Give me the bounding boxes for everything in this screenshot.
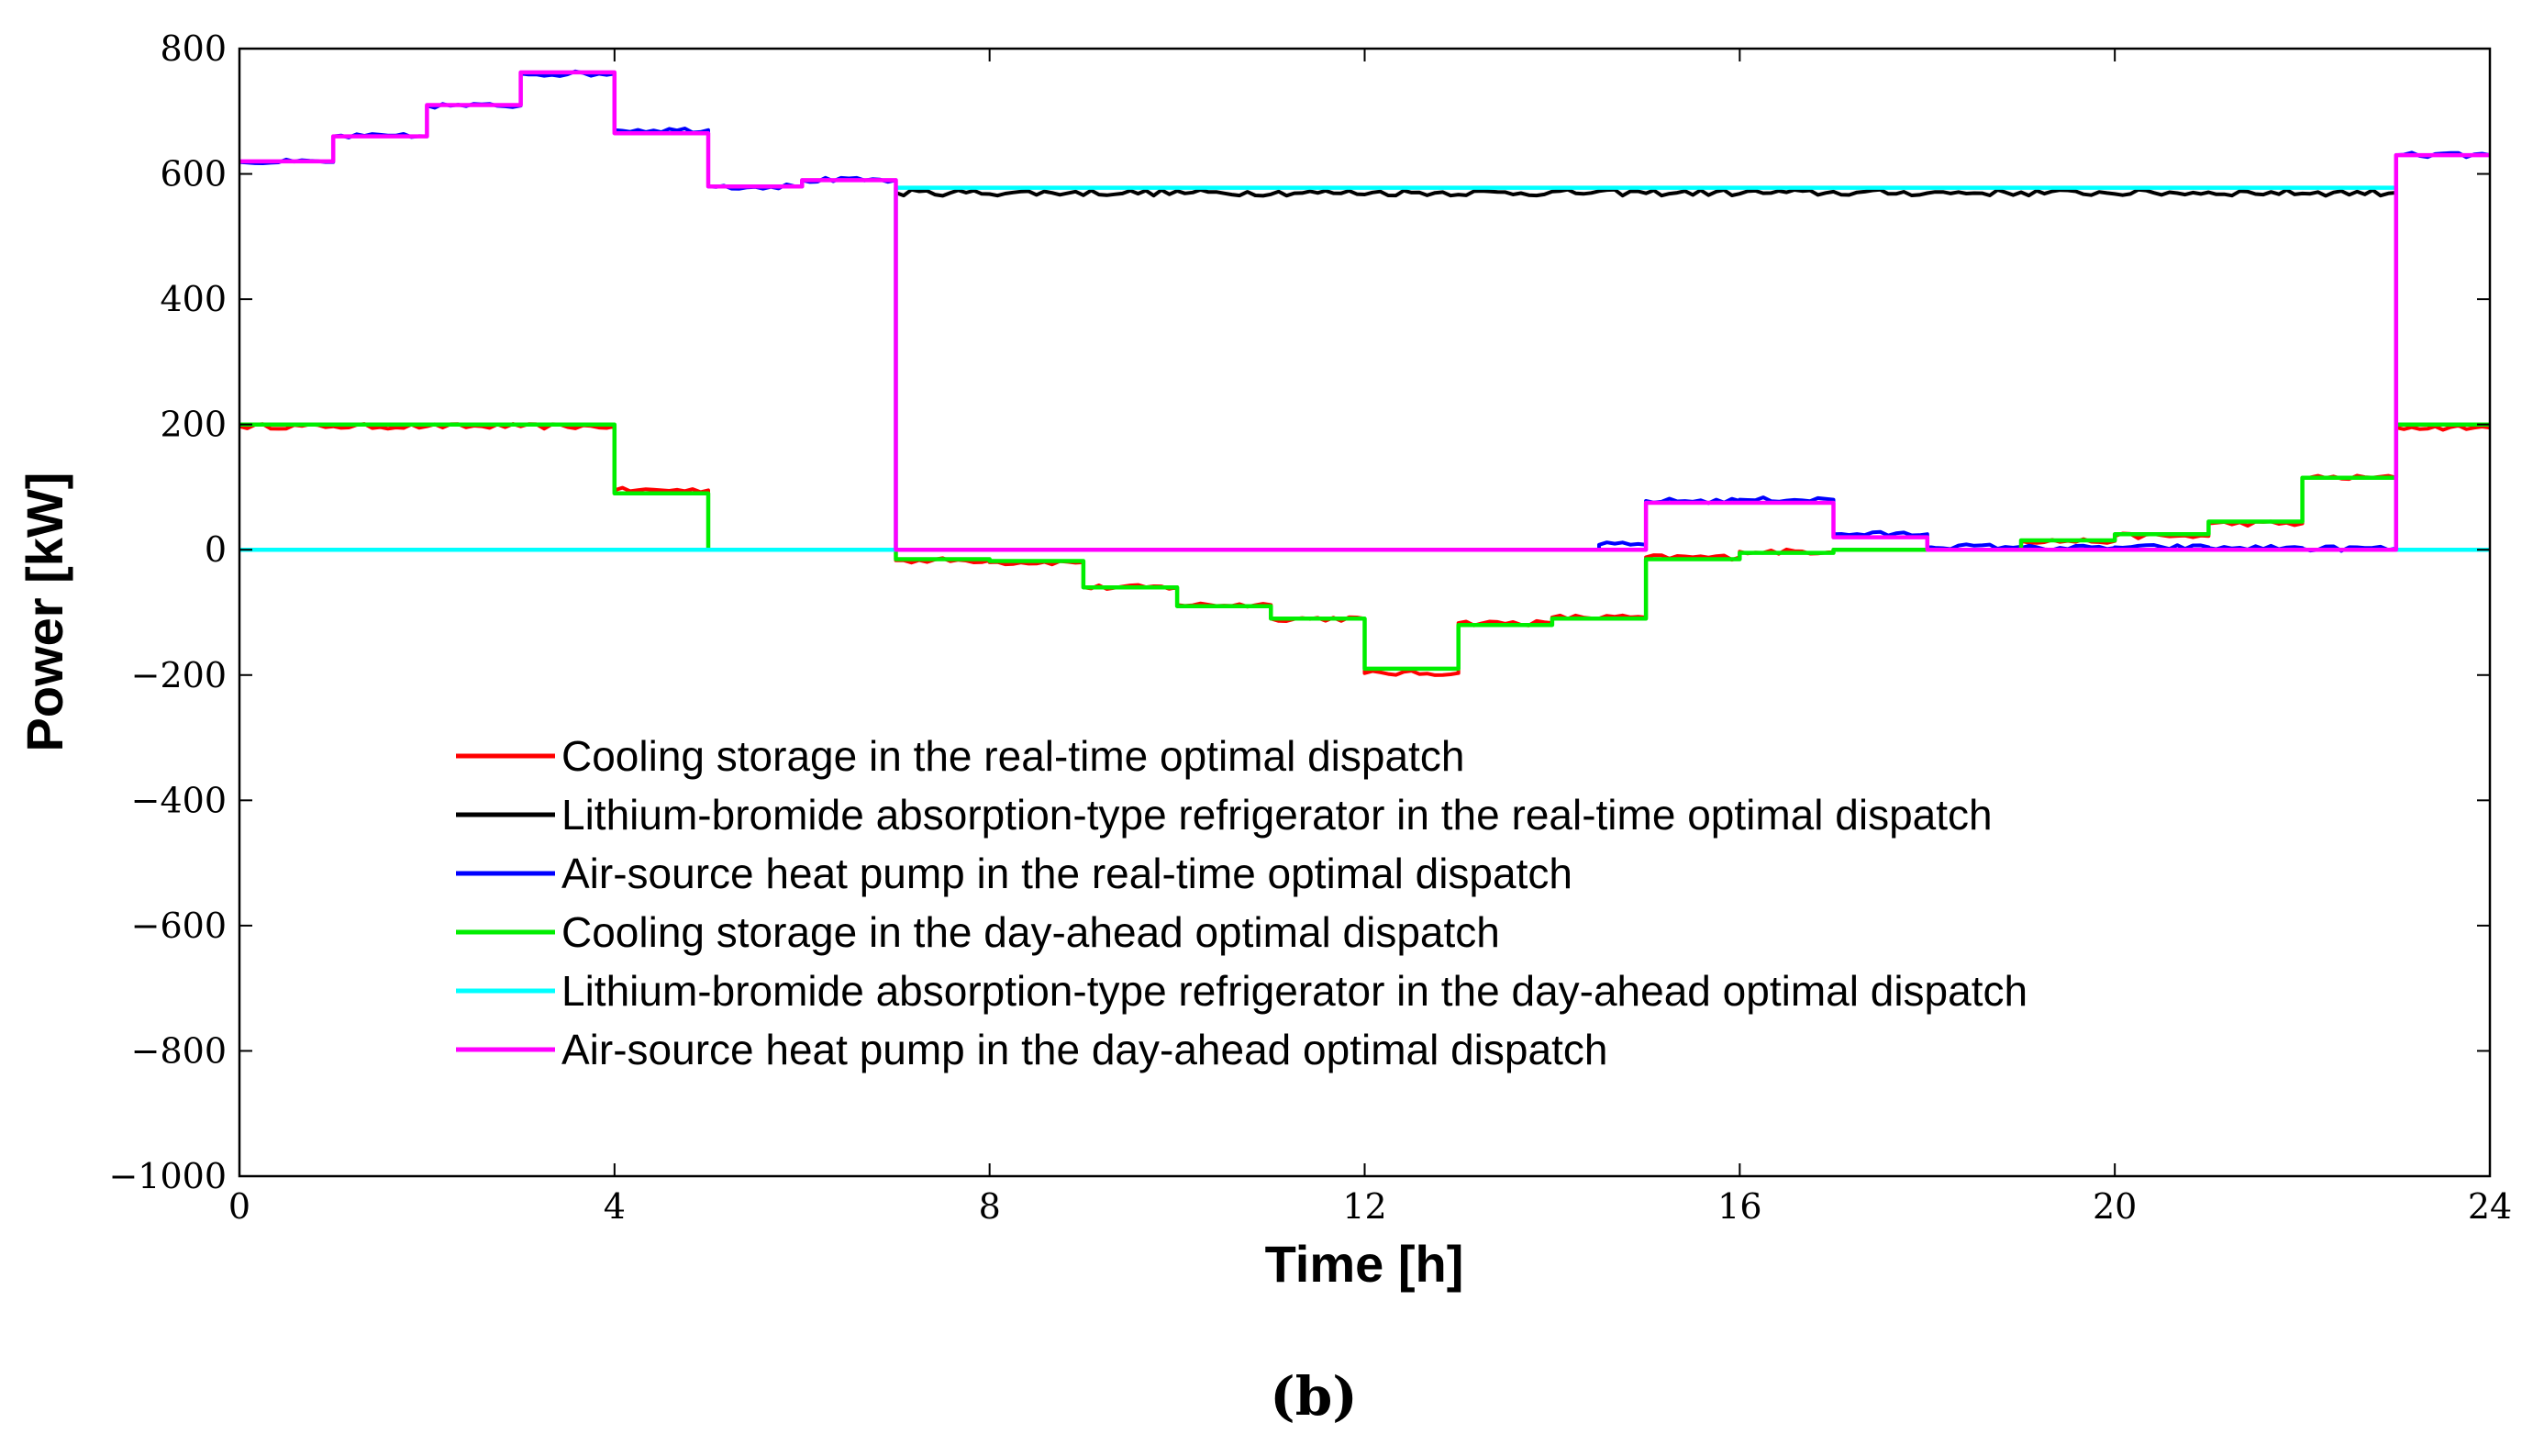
x-tick-label: 0 [228, 1186, 250, 1227]
series-line-2 [239, 187, 2490, 552]
series-line-5 [239, 185, 2490, 552]
series-layer [239, 69, 2491, 677]
tick-layer: 0 4 8 12 16 20 24 −1000 −800 −600 −400 −200 0 200 400 6… [108, 28, 2512, 1227]
y-tick-label: 800 [160, 28, 227, 69]
y-axis-title: Power [kW] [16, 472, 73, 752]
y-tick-label: 600 [160, 154, 227, 195]
legend-label-2: Lithium-bromide absorption-type refriger… [561, 791, 1993, 839]
x-tick-label: 24 [2468, 1186, 2512, 1227]
y-tick-label: 200 [160, 405, 227, 445]
legend: Cooling storage in the real-time optimal… [456, 732, 2028, 1073]
y-tick-label: −1000 [108, 1156, 227, 1196]
y-tick-label: −200 [131, 655, 227, 695]
legend-label-1: Cooling storage in the real-time optimal… [561, 732, 1464, 780]
legend-label-5: Lithium-bromide absorption-type refriger… [561, 967, 2028, 1015]
x-tick-label: 8 [979, 1186, 1001, 1227]
y-tick-label: 400 [160, 279, 227, 319]
x-axis-title: Time [h] [1265, 1235, 1464, 1293]
legend-label-3: Air-source heat pump in the real-time op… [561, 850, 1572, 897]
x-tick-label: 12 [1342, 1186, 1386, 1227]
y-tick-label: −600 [131, 906, 227, 946]
legend-label-4: Cooling storage in the day-ahead optimal… [561, 908, 1500, 956]
legend-label-6: Air-source heat pump in the day-ahead op… [561, 1026, 1607, 1073]
x-tick-label: 20 [2093, 1186, 2137, 1227]
series-line-4 [239, 422, 2490, 672]
x-tick-label: 16 [1717, 1186, 1761, 1227]
y-tick-label: −800 [131, 1030, 227, 1071]
x-tick-label: 4 [604, 1186, 626, 1227]
series-line-6 [239, 70, 2490, 552]
y-tick-label: −400 [131, 780, 227, 820]
figure-caption: (b) [1270, 1365, 1357, 1428]
y-tick-label: 0 [205, 529, 227, 570]
